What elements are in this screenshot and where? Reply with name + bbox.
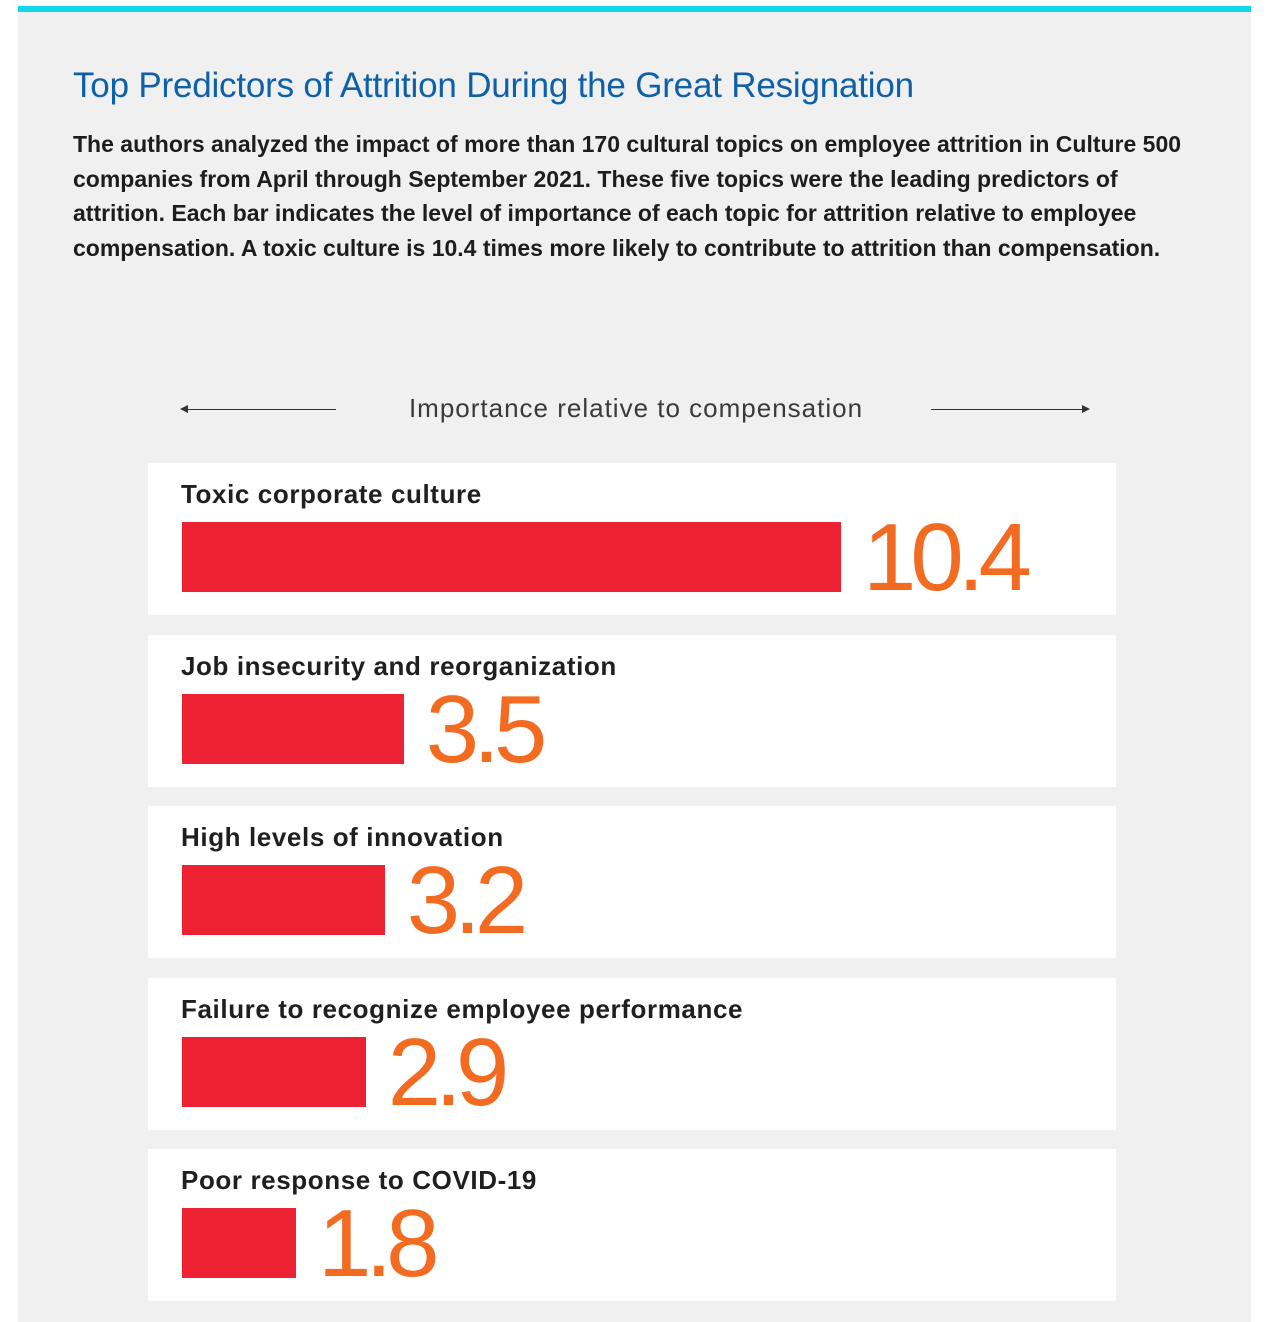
bar [182, 865, 385, 935]
bar-card: Poor response to COVID-19 1.8 [148, 1149, 1116, 1301]
bar-card: Toxic corporate culture 10.4 [148, 463, 1116, 615]
category-label: Poor response to COVID-19 [181, 1165, 537, 1195]
category-label: Job insecurity and reorganization [181, 651, 617, 681]
left-arrow-line [184, 409, 336, 410]
bar [182, 522, 841, 592]
value-label: 1.8 [318, 1190, 439, 1297]
axis-label: Importance relative to compensation [408, 393, 864, 423]
category-label: High levels of innovation [181, 822, 504, 852]
value-label: 3.5 [425, 676, 547, 783]
right-arrow-icon [1082, 405, 1090, 413]
right-arrow-line [931, 409, 1086, 410]
value-label: 2.9 [387, 1019, 509, 1126]
value-label: 3.2 [406, 847, 528, 954]
bar [182, 694, 404, 764]
accent-rule [18, 6, 1251, 12]
bar [182, 1208, 297, 1278]
bar-card: High levels of innovation 3.2 [148, 806, 1116, 958]
bar-card: Failure to recognize employee performanc… [148, 978, 1116, 1130]
bar [182, 1037, 366, 1107]
category-label: Toxic corporate culture [181, 479, 482, 509]
category-label: Failure to recognize employee performanc… [181, 994, 744, 1024]
chart-title: Top Predictors of Attrition During the G… [73, 66, 914, 105]
value-label: 10.4 [863, 504, 1032, 611]
chart-description: The authors analyzed the impact of more … [73, 131, 1182, 261]
bar-card: Job insecurity and reorganization 3.5 [148, 635, 1116, 787]
axis-caption: Importance relative to compensation [180, 388, 1092, 432]
